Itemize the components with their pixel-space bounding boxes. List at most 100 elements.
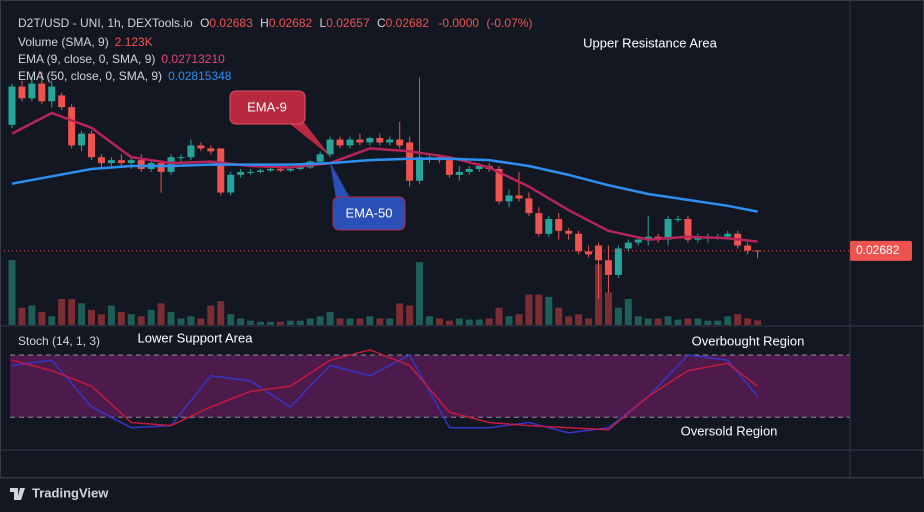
candle-body bbox=[624, 242, 632, 249]
volume-bar bbox=[18, 307, 26, 325]
candle-body bbox=[217, 148, 225, 193]
volume-bar bbox=[306, 318, 314, 325]
annotation: Oversold Region bbox=[681, 423, 778, 438]
legend-ema50: EMA (50, close, 0, SMA, 9) 0.02815348 bbox=[18, 69, 232, 83]
candle-body bbox=[555, 219, 563, 231]
candle-body bbox=[38, 83, 46, 102]
logo-dot bbox=[20, 488, 24, 492]
candle-body bbox=[286, 168, 294, 171]
candle-body bbox=[197, 145, 205, 149]
candle-body bbox=[257, 170, 265, 172]
candle-body bbox=[157, 163, 165, 172]
stoch-title: Stoch (14, 1, 3) bbox=[18, 334, 100, 348]
volume-bar bbox=[654, 318, 662, 325]
volume-bar bbox=[684, 318, 692, 325]
candle-body bbox=[376, 138, 384, 143]
candle-body bbox=[674, 219, 682, 221]
volume-bar bbox=[505, 316, 513, 325]
candle-body bbox=[396, 139, 404, 146]
candle-body bbox=[296, 167, 304, 169]
volume-bar bbox=[8, 260, 16, 325]
candle-body bbox=[724, 233, 732, 237]
close-value: 0.02682 bbox=[386, 16, 430, 30]
volume-bar bbox=[217, 301, 225, 325]
candle-body bbox=[8, 86, 16, 125]
candle-body bbox=[445, 160, 453, 175]
candle-body bbox=[326, 139, 334, 155]
stoch-line bbox=[11, 349, 759, 431]
candle-body bbox=[177, 157, 185, 159]
candle-body bbox=[634, 239, 642, 243]
candle-body bbox=[525, 198, 533, 214]
volume-bar bbox=[336, 318, 344, 325]
volume-bar bbox=[426, 316, 434, 325]
low-label: L bbox=[320, 16, 327, 30]
volume-bar bbox=[68, 299, 76, 325]
annotation: Overbought Region bbox=[692, 333, 805, 348]
candle-body bbox=[207, 148, 215, 152]
candle-body bbox=[107, 160, 115, 164]
volume-bar bbox=[78, 303, 86, 325]
annotation: Lower Support Area bbox=[138, 330, 254, 345]
volume-bar bbox=[575, 314, 583, 325]
volume-bar bbox=[515, 314, 523, 325]
volume-bar bbox=[237, 318, 245, 325]
symbol: D2T/USD - UNI, 1h, DEXTools.io bbox=[18, 16, 193, 30]
candle-body bbox=[187, 145, 195, 158]
candle-body bbox=[575, 233, 583, 252]
candle-body bbox=[406, 142, 414, 181]
volume-bar bbox=[227, 314, 235, 325]
volume-bar bbox=[107, 305, 115, 325]
volume-bar bbox=[406, 305, 414, 325]
volume-bar bbox=[644, 318, 652, 325]
volume-bar bbox=[674, 319, 682, 325]
volume-bar bbox=[724, 316, 732, 325]
volume-bar bbox=[475, 319, 483, 325]
candle-body bbox=[78, 133, 86, 146]
candle-body bbox=[117, 160, 125, 164]
volume-bar bbox=[604, 292, 612, 325]
legend-name: EMA (9, close, 0, SMA, 9) bbox=[18, 52, 155, 66]
volume-bar bbox=[147, 309, 155, 325]
volume-bar bbox=[48, 316, 56, 325]
legend-value: 0.02815348 bbox=[168, 69, 232, 83]
volume-bar bbox=[127, 314, 135, 325]
close-label: C bbox=[377, 16, 386, 30]
volume-bar bbox=[545, 296, 553, 325]
high-label: H bbox=[260, 16, 269, 30]
open-value: 0.02683 bbox=[209, 16, 253, 30]
volume-bar bbox=[247, 320, 255, 325]
candle-body bbox=[664, 219, 672, 240]
volume-bar bbox=[157, 303, 165, 325]
candle-body bbox=[515, 195, 523, 199]
candle-body bbox=[68, 107, 76, 146]
volume-bar bbox=[356, 318, 364, 325]
candle-body bbox=[127, 160, 135, 164]
plot bbox=[0, 71, 850, 434]
legend-ema9: EMA (9, close, 0, SMA, 9) 0.02713210 bbox=[18, 52, 225, 66]
candle-body bbox=[495, 168, 503, 202]
volume-bar bbox=[495, 307, 503, 325]
volume-bar bbox=[445, 320, 453, 325]
change: -0.0000 bbox=[438, 16, 479, 30]
volume-bar bbox=[257, 321, 265, 325]
volume-bar bbox=[416, 262, 424, 325]
header: D2T/USD - UNI, 1h, DEXTools.io O0.02683 … bbox=[18, 16, 532, 30]
low-value: 0.02657 bbox=[326, 16, 370, 30]
volume-bar bbox=[485, 318, 493, 325]
candle-body bbox=[48, 86, 56, 102]
volume-bar bbox=[396, 303, 404, 325]
volume-bar bbox=[346, 318, 354, 325]
stoch-band bbox=[10, 355, 850, 418]
volume-bar bbox=[197, 318, 205, 325]
volume-bar bbox=[455, 318, 463, 325]
candle-body bbox=[535, 213, 543, 234]
volume-bar bbox=[435, 318, 443, 325]
volume-bar bbox=[555, 307, 563, 325]
candle-body bbox=[614, 248, 622, 275]
callout-box bbox=[332, 196, 406, 231]
candle-body bbox=[455, 171, 463, 175]
candle-body bbox=[58, 95, 66, 108]
last-price-tag bbox=[850, 240, 912, 261]
